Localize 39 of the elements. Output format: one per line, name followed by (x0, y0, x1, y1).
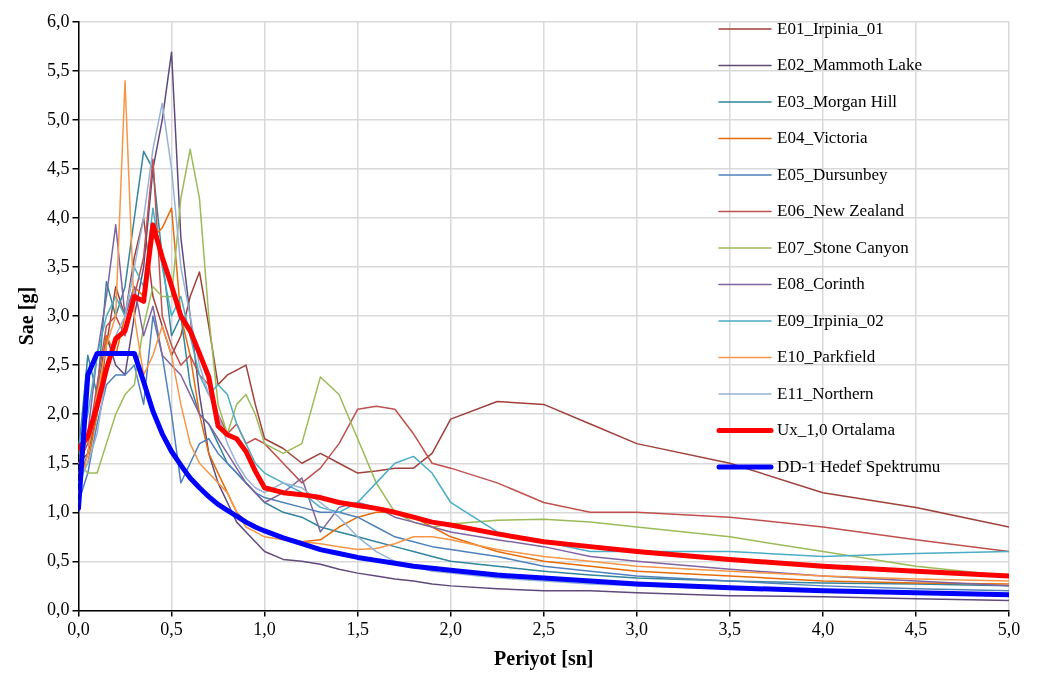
y-tick-label: 3,0 (47, 304, 70, 325)
x-tick-label: 3,5 (718, 618, 742, 639)
y-tick-label: 0,5 (47, 550, 70, 571)
y-tick-label: 4,0 (47, 206, 70, 227)
legend-label: E07_Stone Canyon (777, 237, 910, 257)
x-axis-title: Periyot [sn] (494, 647, 594, 671)
y-tick-label: 1,0 (47, 501, 70, 522)
y-tick-label: 0,0 (47, 599, 70, 620)
legend-label: E01_Irpinia_01 (777, 18, 884, 38)
x-tick-label: 1,0 (253, 618, 276, 639)
x-tick-label: 4,5 (904, 618, 928, 639)
x-tick-label: 5,0 (997, 618, 1021, 639)
y-axis-title: Sae [g] (15, 286, 39, 346)
y-tick-label: 2,0 (47, 402, 70, 423)
x-tick-label: 1,5 (346, 618, 369, 639)
legend-label: E03_Morgan Hill (777, 91, 898, 111)
x-tick-label: 4,0 (811, 618, 835, 639)
legend-label: E02_Mammoth Lake (777, 55, 922, 75)
legend-label: E08_Corinth (777, 274, 866, 294)
legend-label: E09_Irpinia_02 (777, 310, 884, 330)
legend-label: E10_Parkfield (777, 347, 876, 367)
y-tick-label: 5,0 (47, 108, 70, 129)
y-tick-label: 6,0 (47, 10, 70, 31)
x-tick-label: 3,0 (625, 618, 649, 639)
x-tick-label: 0,5 (160, 618, 183, 639)
x-tick-label: 2,0 (439, 618, 462, 639)
legend-label: DD-1 Hedef Spektrumu (777, 456, 941, 476)
y-tick-label: 3,5 (47, 255, 70, 276)
x-tick-label: 2,5 (532, 618, 555, 639)
x-tick-label: 0,0 (67, 618, 90, 639)
legend-label: Ux_1,0 Ortalama (777, 420, 896, 440)
legend-label: E06_New Zealand (777, 201, 905, 221)
y-tick-label: 2,5 (47, 353, 70, 374)
legend-label: E11_Northern (777, 383, 875, 403)
legend-label: E04_Victoria (777, 128, 869, 148)
y-tick-label: 1,5 (47, 451, 70, 472)
y-tick-label: 5,5 (47, 59, 70, 80)
legend-label: E05_Dursunbey (777, 164, 888, 184)
y-tick-label: 4,5 (47, 157, 70, 178)
